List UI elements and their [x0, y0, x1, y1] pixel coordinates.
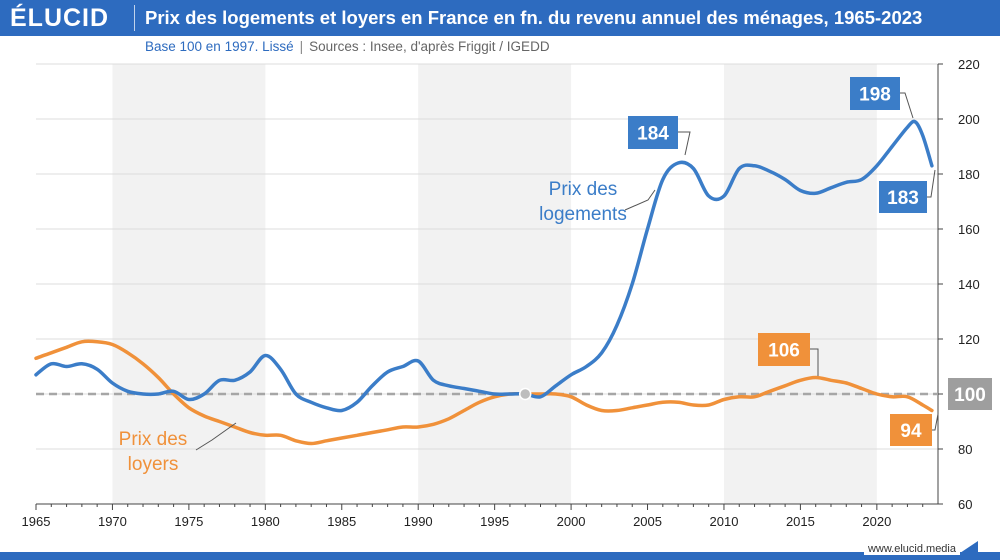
- series-line-prix-logements: [34, 119, 934, 413]
- annotation-value: 94: [900, 421, 922, 442]
- annotation-leader: [900, 92, 914, 119]
- y-tick-label: 220: [958, 57, 980, 72]
- base-year-marker: [518, 387, 532, 401]
- chart-title: Prix des logements et loyers en France e…: [145, 7, 923, 28]
- annotation-leader: [810, 348, 819, 376]
- x-tick-label: 2020: [862, 514, 891, 529]
- logo-divider: [134, 5, 135, 31]
- y-tick-label: 140: [958, 277, 980, 292]
- annotation-leader: [678, 131, 691, 156]
- reference-value-box: [948, 378, 992, 410]
- x-tick-label: 2005: [633, 514, 662, 529]
- annotation-value: 198: [859, 85, 891, 106]
- x-tick-label: 1990: [404, 514, 433, 529]
- footer-bar: [0, 552, 1000, 560]
- annotation-value: 183: [887, 188, 919, 209]
- annotation-leader: [927, 169, 936, 198]
- series-label-prix-loyers-line: loyers: [128, 454, 179, 475]
- annotation-box: [850, 77, 900, 110]
- subtitle-separator: |: [299, 39, 304, 54]
- x-tick-label: 2015: [786, 514, 815, 529]
- header-bar: ÉLUCID Prix des logements et loyers en F…: [0, 0, 1000, 36]
- annotation-box: [890, 414, 932, 446]
- x-tick-label: 1975: [174, 514, 203, 529]
- chart-subtitle: Base 100 en 1997. Lissé | Sources : Insee,…: [145, 39, 550, 54]
- annotation-value: 184: [637, 124, 669, 145]
- y-tick-label: 180: [958, 167, 980, 182]
- y-tick-label: 80: [958, 442, 972, 457]
- series-label-prix-loyers-line: Prix des: [119, 429, 188, 450]
- annotation-value: 106: [768, 341, 800, 362]
- subtitle-base: Base 100 en 1997. Lissé: [145, 39, 294, 54]
- x-tick-label: 2000: [557, 514, 586, 529]
- footer-url[interactable]: www.elucid.media: [863, 543, 960, 555]
- series-line-prix-loyers: [34, 339, 934, 446]
- x-tick-label: 1995: [480, 514, 509, 529]
- annotation-leader: [932, 413, 939, 431]
- x-tick-label: 1985: [327, 514, 356, 529]
- x-tick-label: 1970: [98, 514, 127, 529]
- y-tick-label: 160: [958, 222, 980, 237]
- subtitle-sources: Sources : Insee, d'après Friggit / IGEDD: [309, 39, 550, 54]
- series-label-leader: [624, 189, 656, 211]
- x-tick-label: 1965: [22, 514, 51, 529]
- series-label-leader: [195, 422, 237, 451]
- series-label-prix-logements-line: Prix des: [549, 179, 618, 200]
- annotation-box: [628, 116, 678, 149]
- series-label-prix-loyers: Prix des loyers: [119, 429, 188, 475]
- brand-mark-icon: [960, 541, 978, 553]
- annotation-box: [879, 181, 927, 213]
- series-label-prix-logements-line: logements: [539, 204, 627, 225]
- annotation-box: [758, 333, 810, 366]
- y-tick-label: 120: [958, 332, 980, 347]
- chart-area: 60 80 100 120 140 160 180 200 220 1965 1970 1975 198…: [22, 57, 992, 529]
- x-tick-label: 2010: [710, 514, 739, 529]
- y-tick-label: 200: [958, 112, 980, 127]
- y-tick-label: 60: [958, 497, 972, 512]
- reference-value-label: 100: [954, 385, 986, 406]
- elucid-logo: ÉLUCID: [10, 3, 110, 32]
- series-label-prix-logements: Prix des logements: [539, 179, 627, 225]
- x-tick-label: 1980: [251, 514, 280, 529]
